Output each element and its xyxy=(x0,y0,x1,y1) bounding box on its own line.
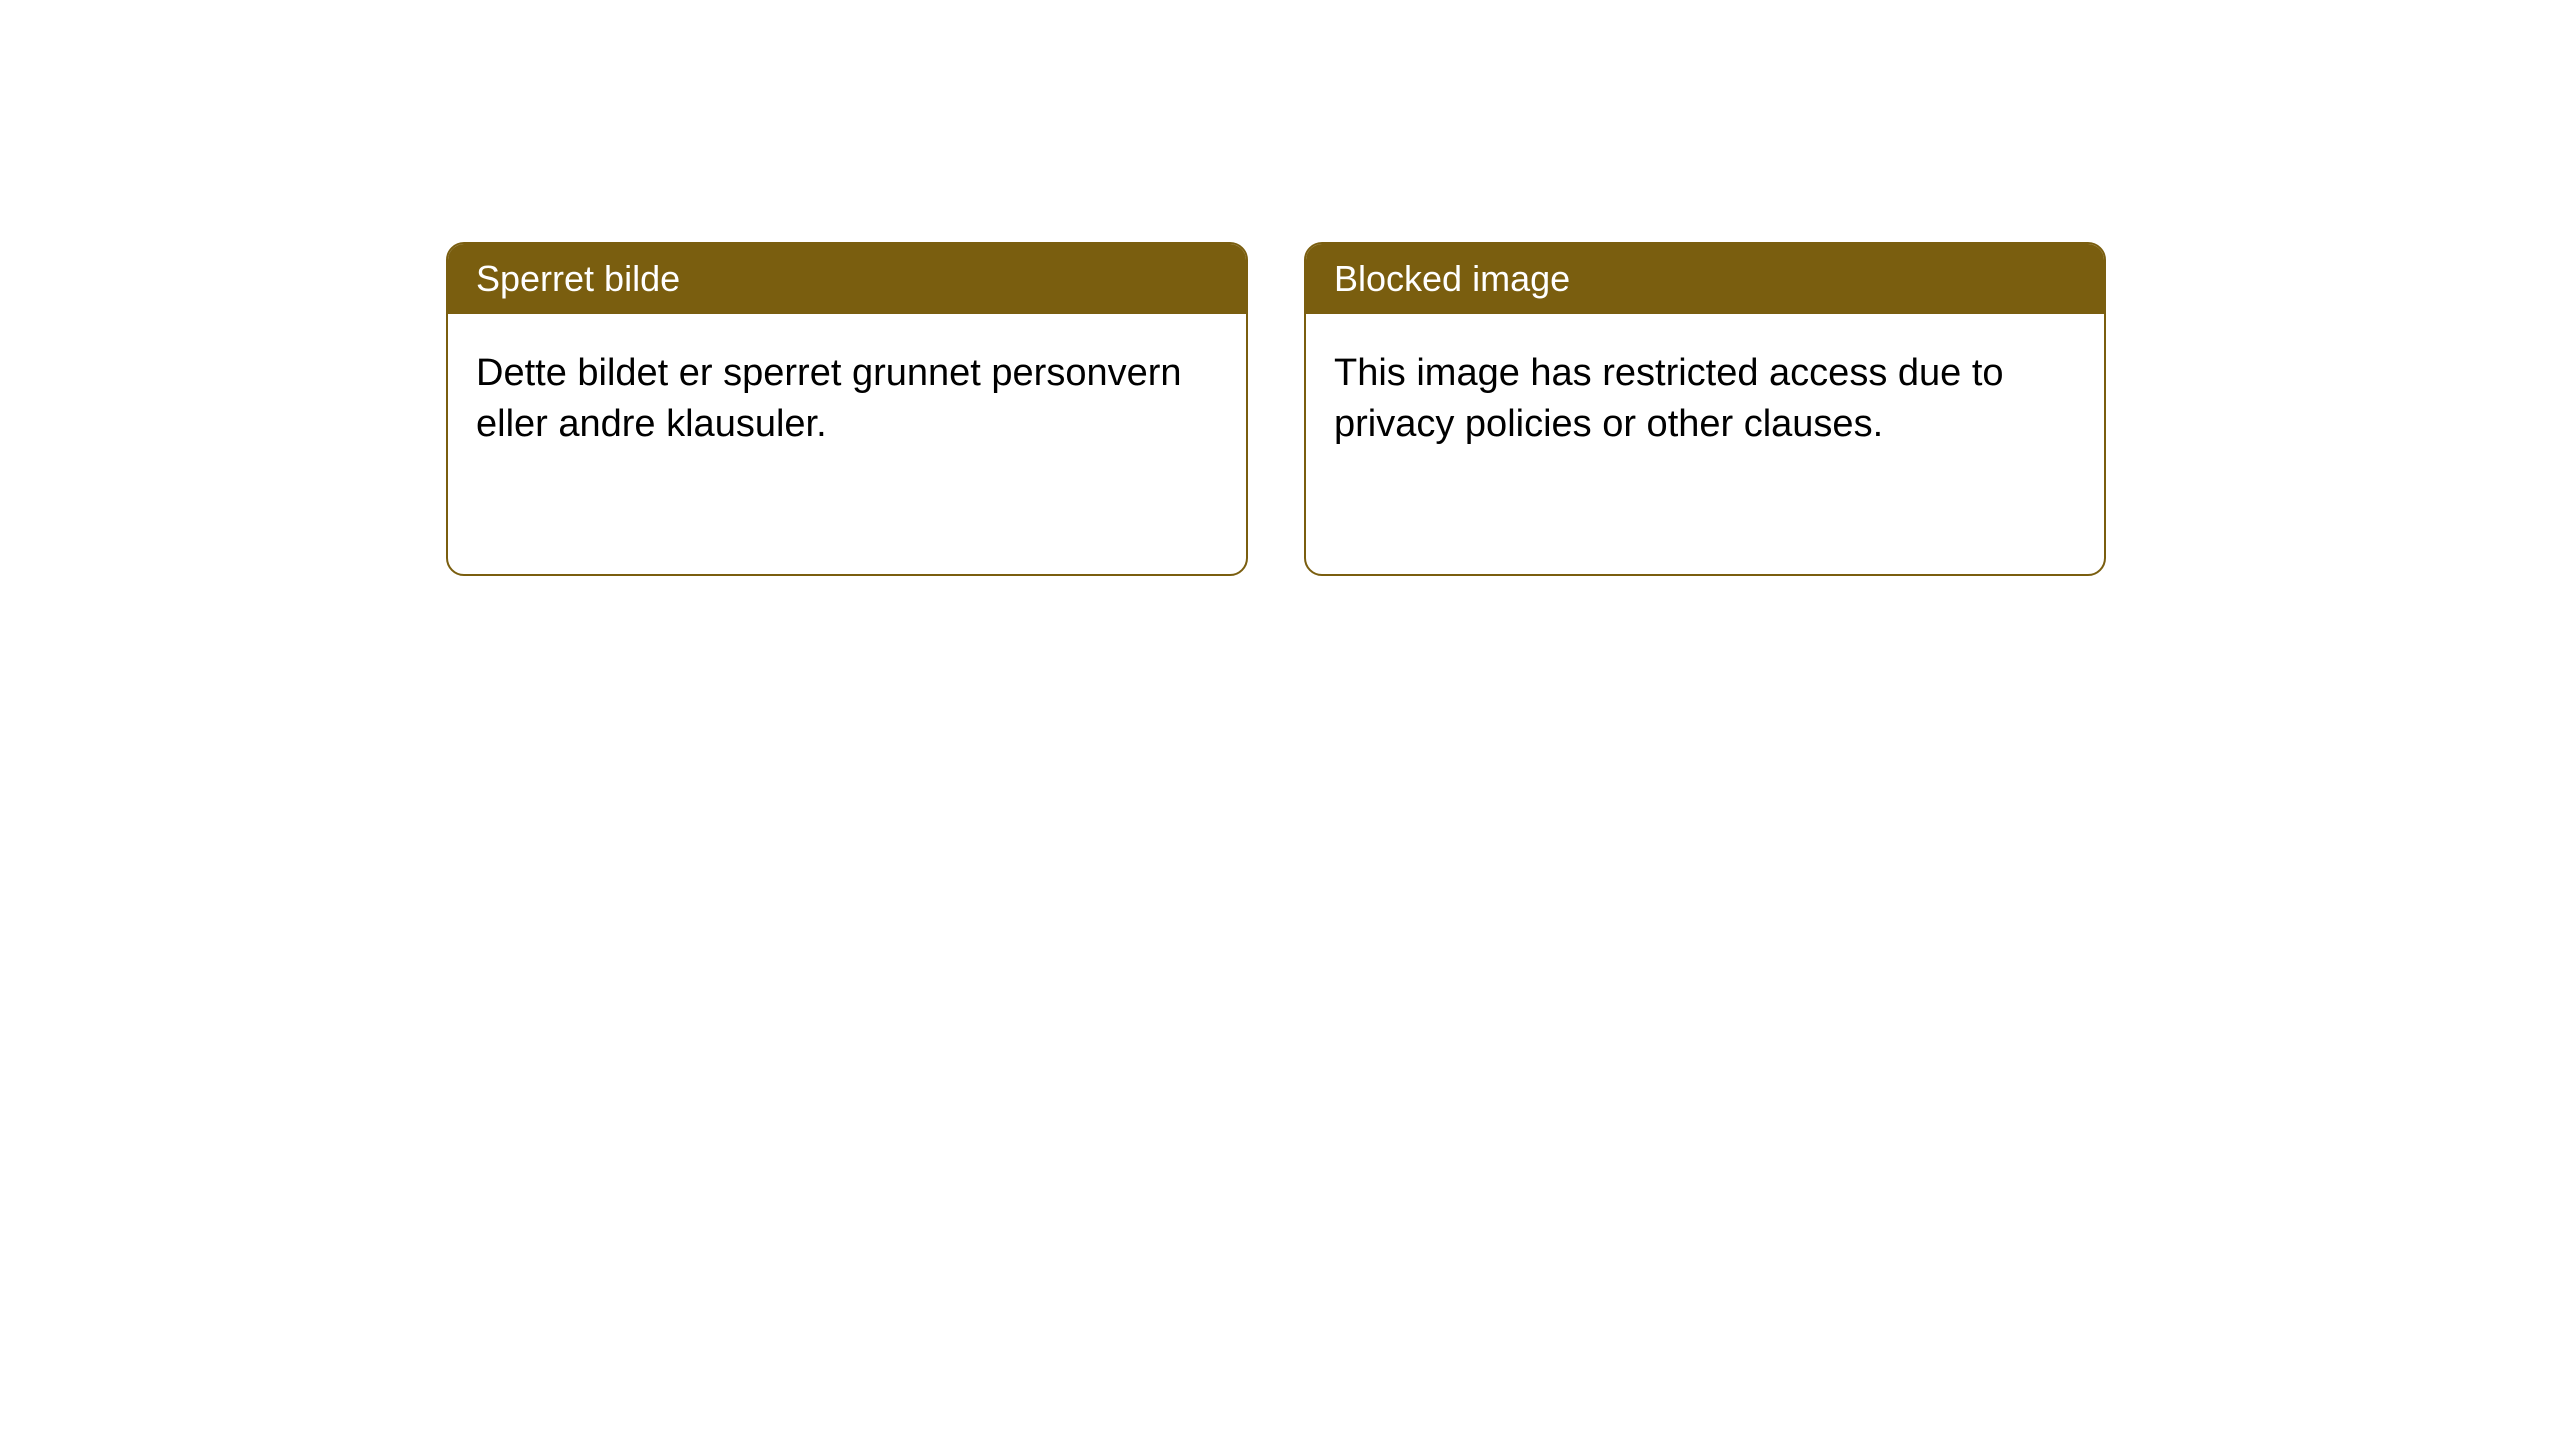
blocked-image-card-en: Blocked image This image has restricted … xyxy=(1304,242,2106,576)
card-header: Sperret bilde xyxy=(448,244,1246,314)
blocked-image-cards: Sperret bilde Dette bildet er sperret gr… xyxy=(446,242,2106,576)
blocked-image-card-no: Sperret bilde Dette bildet er sperret gr… xyxy=(446,242,1248,576)
card-header: Blocked image xyxy=(1306,244,2104,314)
card-body: Dette bildet er sperret grunnet personve… xyxy=(448,314,1246,485)
card-body: This image has restricted access due to … xyxy=(1306,314,2104,485)
